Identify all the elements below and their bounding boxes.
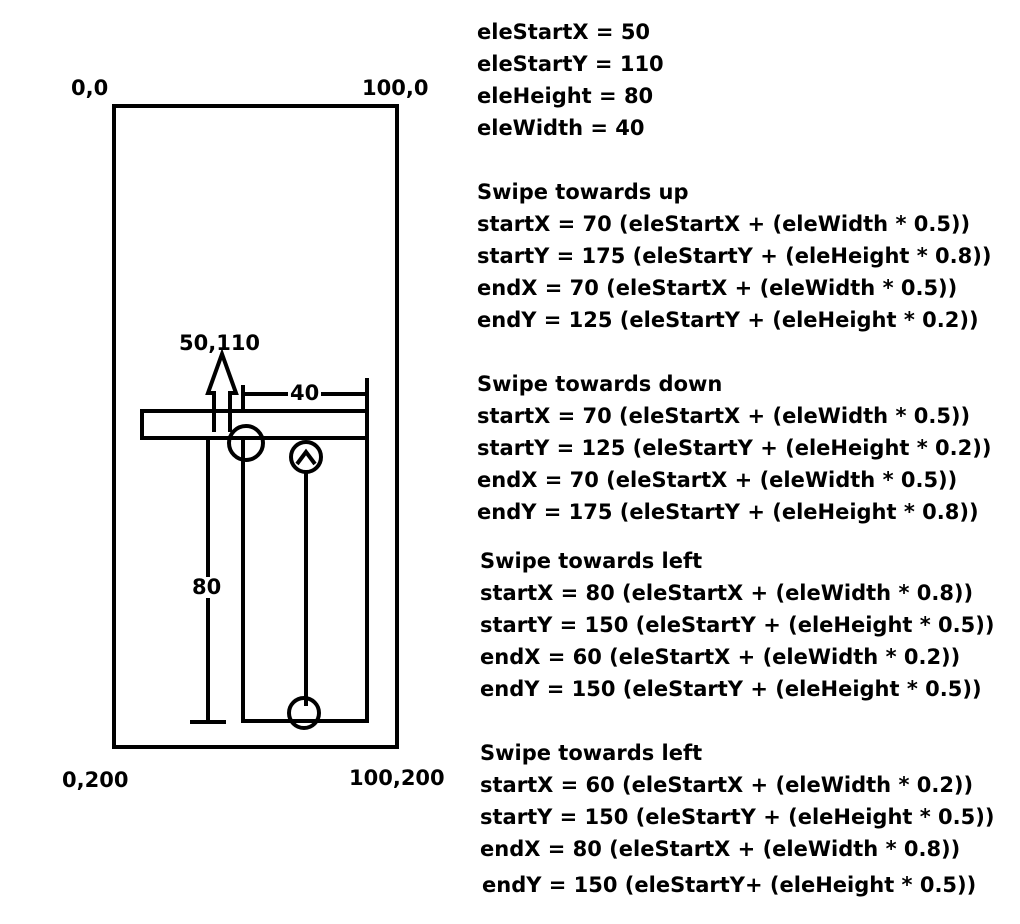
swipe-line: startY = 150 (eleStartY + (eleHeight * 0… <box>480 805 995 829</box>
start-corner-circle <box>227 424 265 462</box>
swipe-direction-arrowhead <box>295 448 317 466</box>
swipe-title: Swipe towards left <box>480 549 703 573</box>
swipe-title: Swipe towards down <box>477 372 723 396</box>
element-line: eleWidth = 40 <box>477 116 645 140</box>
element-start-label: 50,110 <box>179 331 261 355</box>
swipe-line: endY = 150 (eleStartY+ (eleHeight * 0.5)… <box>482 873 977 897</box>
swipe-line: endY = 125 (eleStartY + (eleHeight * 0.2… <box>477 308 979 332</box>
screen-outline <box>112 104 399 749</box>
swipe-line: endY = 175 (eleStartY + (eleHeight * 0.8… <box>477 500 979 524</box>
swipe-line: startY = 150 (eleStartY + (eleHeight * 0… <box>480 613 995 637</box>
swipe-line: startX = 80 (eleStartX + (eleWidth * 0.8… <box>480 581 974 605</box>
swipe-line: startY = 125 (eleStartY + (eleHeight * 0… <box>477 436 992 460</box>
swipe-line: startX = 70 (eleStartX + (eleWidth * 0.5… <box>477 404 971 428</box>
corner-label-bottom-left: 0,200 <box>62 768 129 792</box>
swipe-line: endX = 70 (eleStartX + (eleWidth * 0.5)) <box>477 276 958 300</box>
swipe-line: endX = 70 (eleStartX + (eleWidth * 0.5)) <box>477 468 958 492</box>
height-label: 80 <box>192 575 222 599</box>
start-point-arrow <box>205 348 239 432</box>
swipe-title: Swipe towards left <box>480 741 703 765</box>
corner-label-bottom-right: 100,200 <box>349 766 445 790</box>
swipe-title: Swipe towards up <box>477 180 689 204</box>
corner-label-top-left: 0,0 <box>71 76 109 100</box>
top-bar <box>140 409 369 440</box>
swipe-line: startX = 60 (eleStartX + (eleWidth * 0.2… <box>480 773 974 797</box>
corner-label-top-right: 100,0 <box>362 76 429 100</box>
swipe-start-circle <box>287 696 321 730</box>
element-line: eleStartX = 50 <box>477 20 651 44</box>
swipe-line: endX = 80 (eleStartX + (eleWidth * 0.8)) <box>480 837 961 861</box>
element-line: eleHeight = 80 <box>477 84 654 108</box>
width-label: 40 <box>288 381 322 405</box>
element-outline <box>241 436 369 723</box>
swipe-line: endX = 60 (eleStartX + (eleWidth * 0.2)) <box>480 645 961 669</box>
swipe-end-circle <box>289 440 323 474</box>
swipe-line: startY = 175 (eleStartY + (eleHeight * 0… <box>477 244 992 268</box>
swipe-line: startX = 70 (eleStartX + (eleWidth * 0.5… <box>477 212 971 236</box>
swipe-line: endY = 150 (eleStartY + (eleHeight * 0.5… <box>480 677 982 701</box>
element-line: eleStartY = 110 <box>477 52 664 76</box>
